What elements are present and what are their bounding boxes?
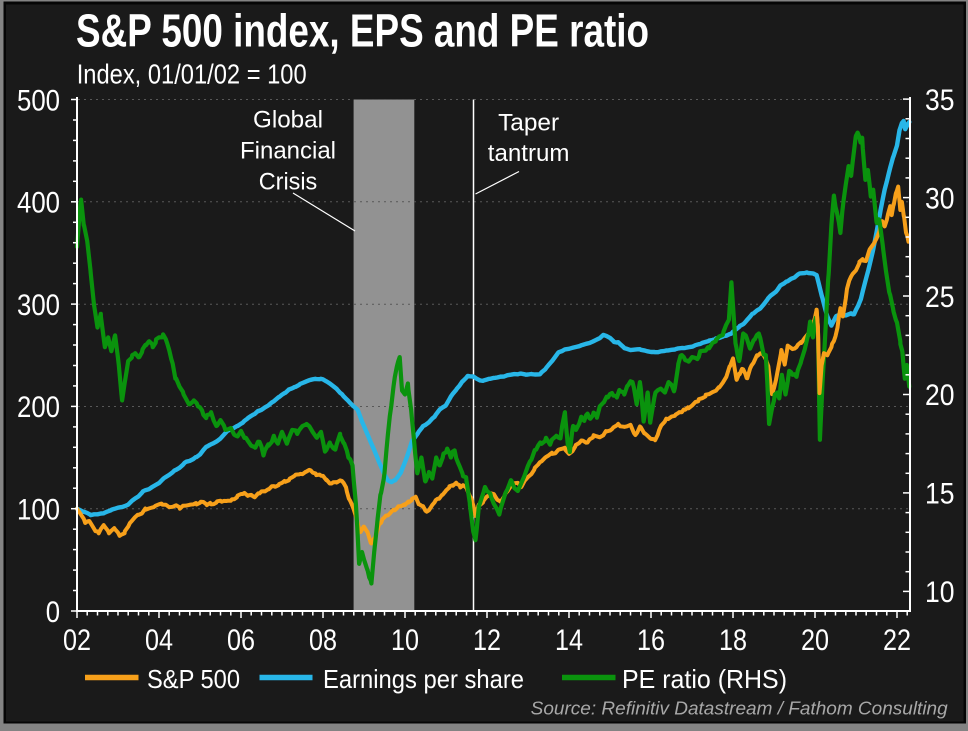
svg-text:PE ratio (RHS): PE ratio (RHS) — [622, 664, 787, 694]
svg-text:25: 25 — [925, 281, 955, 314]
svg-text:12: 12 — [473, 624, 501, 657]
svg-text:400: 400 — [17, 187, 60, 220]
svg-text:14: 14 — [555, 624, 583, 657]
svg-text:16: 16 — [637, 624, 665, 657]
svg-text:15: 15 — [925, 478, 955, 511]
svg-text:04: 04 — [145, 624, 173, 657]
svg-text:08: 08 — [309, 624, 337, 657]
svg-text:35: 35 — [925, 84, 955, 117]
svg-text:0: 0 — [46, 596, 60, 629]
svg-text:02: 02 — [63, 624, 91, 657]
svg-text:S&P 500 index, EPS and PE rati: S&P 500 index, EPS and PE ratio — [76, 5, 649, 57]
svg-text:Global: Global — [253, 107, 323, 134]
svg-text:Taper: Taper — [498, 110, 559, 137]
svg-text:Index, 01/01/02 = 100: Index, 01/01/02 = 100 — [77, 59, 307, 90]
svg-text:22: 22 — [883, 624, 911, 657]
svg-text:100: 100 — [17, 494, 60, 527]
svg-text:Financial: Financial — [240, 138, 336, 165]
svg-text:Crisis: Crisis — [259, 169, 318, 196]
svg-text:Earnings per share: Earnings per share — [323, 664, 524, 694]
svg-text:20: 20 — [925, 379, 955, 412]
svg-text:Source: Refinitiv Datastream /: Source: Refinitiv Datastream / Fathom Co… — [531, 698, 949, 719]
svg-text:18: 18 — [719, 624, 747, 657]
svg-text:06: 06 — [227, 624, 255, 657]
svg-text:20: 20 — [801, 624, 829, 657]
svg-text:tantrum: tantrum — [488, 140, 570, 167]
svg-text:10: 10 — [391, 624, 419, 657]
svg-text:200: 200 — [17, 391, 60, 424]
svg-text:S&P 500: S&P 500 — [147, 664, 240, 694]
svg-text:300: 300 — [17, 289, 60, 322]
svg-text:30: 30 — [925, 182, 955, 215]
svg-text:10: 10 — [925, 576, 955, 609]
svg-text:500: 500 — [17, 84, 60, 117]
